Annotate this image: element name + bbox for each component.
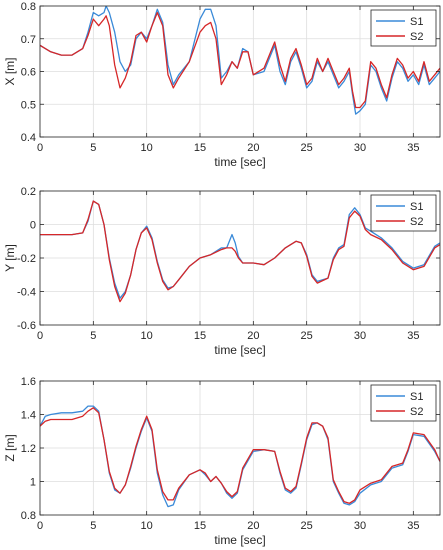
legend-box [370,9,437,47]
x-axis-label: time [sec] [214,533,265,547]
legend-box [370,384,437,422]
x-tick-label: 0 [37,330,43,342]
x-tick-label: 5 [90,142,96,154]
y-axis-label: Z [m] [3,434,17,461]
subplot-3: 0 5 10 15 20 25 30 35 0.8 1 1.2 1.4 1.6 time [sec] Z [… [3,376,441,547]
legend-label-s2: S2 [410,216,423,228]
x-tick-label: 5 [90,330,96,342]
x-tick-label: 15 [194,330,206,342]
x-tick-label: 35 [407,142,419,154]
legend-box [370,194,437,232]
x-tick-label: 30 [354,330,366,342]
x-tick-label: 25 [301,330,313,342]
series-group [40,405,440,508]
ticks: 0 5 10 15 20 25 30 35 0.8 1 1.2 1.4 1.6 [21,376,440,532]
y-tick-label: 0.4 [21,132,36,144]
x-tick-label: 20 [247,330,259,342]
y-tick-label: 1.4 [21,410,36,422]
x-axis-label: time [sec] [214,155,265,169]
y-axis-label: Y [m] [3,244,17,272]
y-tick-label: -0.2 [17,253,36,265]
x-tick-label: 10 [141,330,153,342]
x-tick-label: 15 [194,142,206,154]
x-tick-label: 0 [37,142,43,154]
y-tick-label: -0.4 [17,287,36,299]
x-tick-label: 25 [301,142,313,154]
x-tick-label: 10 [141,520,153,532]
legend-label-s1: S1 [410,391,423,403]
y-tick-label: 0.8 [21,1,36,13]
y-tick-label: 1.6 [21,376,36,388]
subplot-1: 0 5 10 15 20 25 30 35 0.4 0.5 0.6 0.7 0.8 time [sec] X… [3,1,441,169]
x-tick-label: 5 [90,520,96,532]
series-group [40,200,440,303]
y-tick-label: 1.2 [21,443,36,455]
y-tick-label: 0.6 [21,67,36,79]
x-tick-label: 30 [354,520,366,532]
x-tick-label: 15 [194,520,206,532]
x-tick-label: 25 [301,520,313,532]
legend-label-s2: S2 [410,31,423,43]
y-tick-label: 0 [30,220,36,232]
x-tick-label: 10 [141,142,153,154]
ticks: 0 5 10 15 20 25 30 35 -0.6 -0.4 -0.2 0 0.2 [17,186,440,342]
x-tick-label: 0 [37,520,43,532]
x-tick-label: 20 [247,142,259,154]
series-line-s2 [40,11,440,109]
x-tick-label: 20 [247,520,259,532]
y-tick-label: 0.5 [21,99,36,111]
y-tick-label: -0.6 [17,320,36,332]
x-tick-label: 30 [354,142,366,154]
x-tick-label: 35 [407,330,419,342]
series-line-s2 [40,200,440,303]
y-axis-label: X [m] [3,57,17,85]
y-tick-label: 0.7 [21,34,36,46]
legend-label-s1: S1 [410,201,423,213]
y-tick-label: 0.8 [21,510,36,522]
x-axis-label: time [sec] [214,343,265,357]
y-tick-label: 0.2 [21,186,36,198]
y-tick-label: 1 [30,477,36,489]
series-line-s2 [40,407,440,504]
ticks: 0 5 10 15 20 25 30 35 0.4 0.5 0.6 0.7 0.8 [21,1,440,154]
x-tick-label: 35 [407,520,419,532]
legend-label-s1: S1 [410,16,423,28]
subplot-2: 0 5 10 15 20 25 30 35 -0.6 -0.4 -0.2 0 0.2 time [sec]… [3,186,441,357]
series-group [40,6,440,115]
legend-label-s2: S2 [410,406,423,418]
